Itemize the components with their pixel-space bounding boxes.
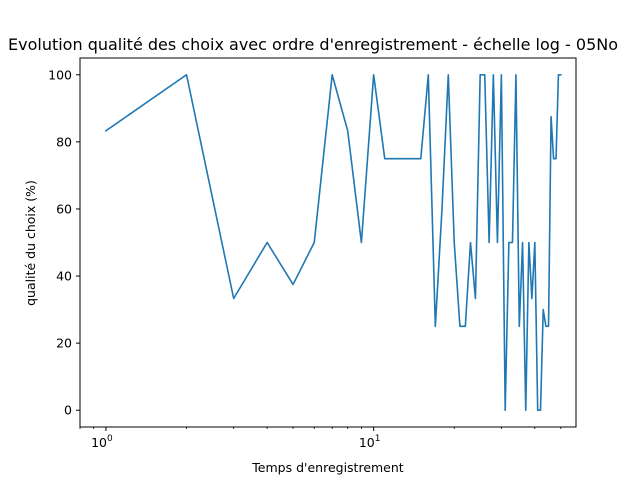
series-line bbox=[104, 73, 562, 412]
x-tick-label: 101 bbox=[359, 434, 381, 450]
y-tick-label: 40 bbox=[56, 269, 72, 284]
plot-area: 0 20 40 60 80 100 100 101 bbox=[48, 57, 577, 450]
y-axis-label: qualité du choix (%) bbox=[23, 180, 38, 306]
axes-frame bbox=[79, 57, 577, 428]
x-axis-label: Temps d'enregistrement bbox=[251, 460, 404, 475]
y-tick-label: 0 bbox=[64, 403, 72, 418]
y-tick-label: 100 bbox=[48, 67, 72, 82]
chart-title: Evolution qualité des choix avec ordre d… bbox=[8, 35, 618, 54]
y-tick-label: 20 bbox=[56, 336, 72, 351]
x-tick-label: 100 bbox=[91, 434, 113, 450]
y-tick-label: 60 bbox=[56, 201, 72, 216]
y-tick-label: 80 bbox=[56, 134, 72, 149]
